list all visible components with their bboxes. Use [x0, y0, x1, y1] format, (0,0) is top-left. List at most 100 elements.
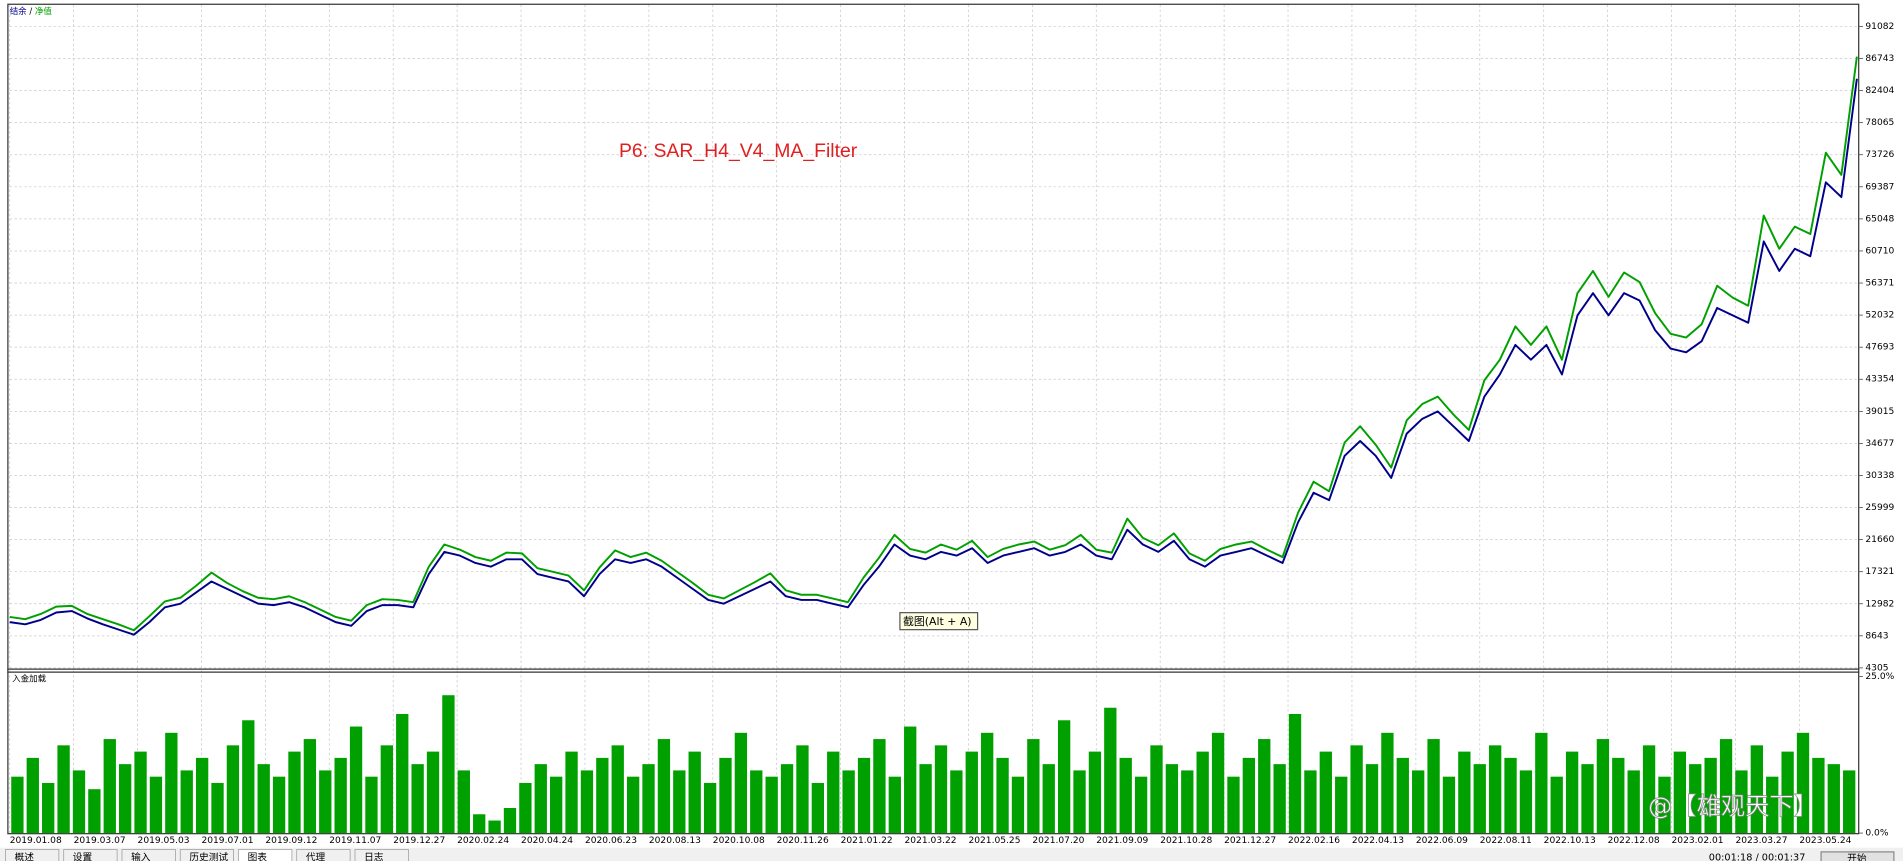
tab[interactable]: [63, 849, 118, 861]
tab[interactable]: [238, 849, 293, 861]
bar: [1427, 739, 1440, 834]
bar: [1781, 751, 1794, 834]
bar: [272, 776, 286, 834]
bar: [1719, 739, 1733, 834]
x-tick-label: 2019.05.03: [138, 836, 190, 846]
bar: [688, 751, 701, 834]
bar: [1565, 751, 1579, 834]
bar: [349, 726, 363, 834]
bar: [1073, 770, 1086, 834]
bar: [1273, 764, 1286, 834]
tab-label[interactable]: 代理: [306, 851, 326, 861]
bar: [1027, 739, 1040, 834]
y-tick-label: 0.0%: [1865, 829, 1888, 839]
bar: [426, 751, 440, 834]
bar: [442, 695, 455, 834]
tab[interactable]: [179, 849, 234, 861]
tab[interactable]: [296, 849, 351, 861]
y-tick-label: 86743: [1865, 54, 1894, 64]
tab-label[interactable]: 历史测试: [189, 850, 228, 861]
tab-label[interactable]: 设置: [73, 851, 93, 861]
bar: [149, 776, 163, 834]
x-tick-label: 2022.04.13: [1352, 836, 1404, 846]
y-tick-label: 25.0%: [1865, 672, 1894, 682]
bar: [288, 751, 301, 834]
bar: [473, 814, 486, 834]
y-tick-label: 52032: [1865, 311, 1894, 321]
legend-entry: 净值: [35, 5, 52, 16]
bar: [1843, 770, 1856, 834]
y-tick-label: 8643: [1865, 631, 1888, 641]
bar: [303, 739, 317, 834]
bar: [565, 751, 578, 834]
x-tick-label: 2019.09.12: [265, 836, 317, 846]
y-tick-label: 12982: [1865, 599, 1894, 609]
bar: [72, 770, 86, 834]
tooltip-box: [899, 612, 979, 631]
series-line: [9, 78, 1858, 636]
bar: [796, 745, 809, 834]
tab[interactable]: [354, 849, 409, 861]
bar: [319, 770, 332, 834]
bar: [1335, 776, 1348, 834]
tab-bar: [0, 847, 1903, 861]
bar: [1288, 714, 1302, 834]
bar: [626, 776, 640, 834]
x-tick-label: 2023.05.24: [1799, 836, 1851, 846]
bar: [1365, 764, 1379, 834]
bar: [1581, 764, 1594, 834]
bar: [765, 776, 778, 834]
bar: [1642, 745, 1656, 834]
bar: [1458, 751, 1471, 834]
x-tick-label: 2022.06.09: [1416, 836, 1468, 846]
bar: [1766, 776, 1779, 834]
y-tick-label: 78065: [1865, 118, 1894, 128]
bar: [1088, 751, 1102, 834]
bar: [180, 770, 193, 834]
x-tick-label: 2019.12.27: [393, 836, 445, 846]
bar: [1304, 770, 1317, 834]
bar: [1057, 720, 1071, 834]
bar: [1196, 751, 1209, 834]
bar: [411, 764, 424, 834]
tab[interactable]: [121, 849, 176, 861]
bar: [1104, 707, 1117, 834]
x-tick-label: 2019.07.01: [201, 836, 253, 846]
x-tick-label: 2020.02.24: [457, 836, 509, 846]
x-tick-label: 2020.11.26: [777, 836, 829, 846]
bar: [1704, 757, 1717, 834]
x-tick-label: 2019.03.07: [74, 836, 126, 846]
bar: [934, 745, 948, 834]
y-tick-label: 17321: [1865, 567, 1894, 577]
start-button[interactable]: [1820, 851, 1895, 861]
bar: [1473, 764, 1486, 834]
bar: [1119, 757, 1132, 834]
bar: [380, 745, 393, 834]
bar: [334, 757, 347, 834]
bar: [1227, 776, 1240, 834]
bar: [996, 757, 1009, 834]
tab-label[interactable]: 图表: [248, 850, 268, 861]
bar: [596, 757, 609, 834]
tab[interactable]: [5, 849, 60, 861]
series-line: [9, 56, 1858, 632]
bar: [673, 770, 686, 834]
y-tick-label: 82404: [1865, 86, 1894, 96]
x-tick-label: 2019.01.08: [10, 836, 62, 846]
tab-label[interactable]: 概述: [15, 850, 35, 861]
bar: [703, 782, 717, 834]
panel-title: 入金加载: [12, 673, 46, 684]
bar: [1612, 757, 1625, 834]
tab-label[interactable]: 输入: [131, 850, 151, 861]
bar: [11, 776, 24, 834]
x-tick-label: 2022.10.13: [1544, 836, 1596, 846]
bar: [827, 751, 840, 834]
x-tick-label: 2022.12.08: [1608, 836, 1660, 846]
bar: [1396, 757, 1409, 834]
bar: [534, 764, 547, 834]
bar: [1211, 732, 1225, 834]
start-button-label[interactable]: 开始: [1847, 852, 1867, 861]
bar: [1488, 745, 1502, 834]
bar: [365, 776, 378, 834]
tab-label[interactable]: 日志: [364, 850, 384, 861]
